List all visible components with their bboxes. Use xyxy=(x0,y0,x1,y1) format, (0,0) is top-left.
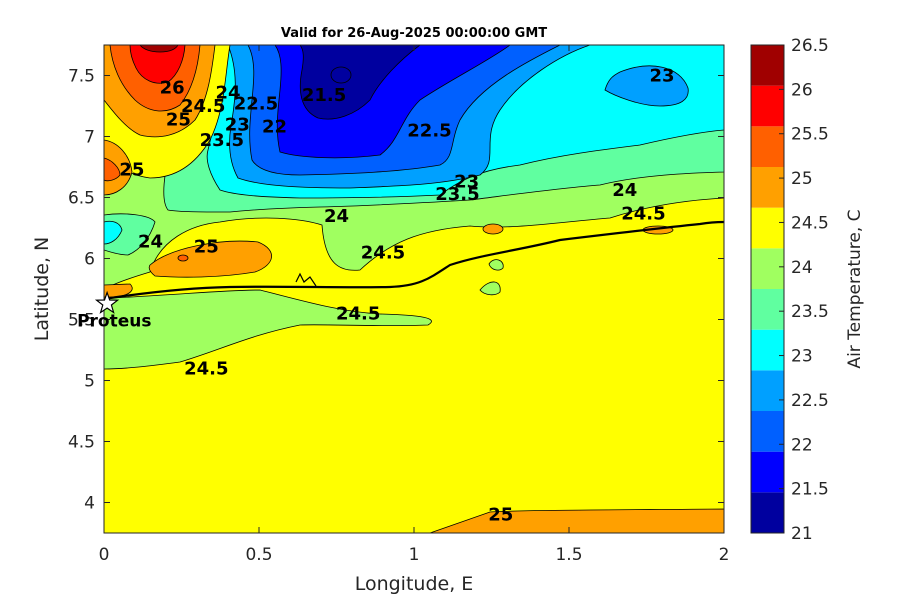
contour-label: 25 xyxy=(194,236,219,257)
x-tick-label: 1.5 xyxy=(555,545,582,565)
band-26-26.5-nw xyxy=(129,45,186,84)
contour-label: 26 xyxy=(160,78,185,99)
contour-label: 25 xyxy=(488,505,513,526)
x-axis: 0 0.5 1 1.5 2 xyxy=(99,45,730,565)
colorbar-tick-label: 24.5 xyxy=(791,213,829,233)
contour-label: 22 xyxy=(262,117,287,138)
band-25.5-26-w xyxy=(104,157,121,182)
contour-label: 24 xyxy=(612,180,637,201)
colorbar-tick-label: 24 xyxy=(791,258,813,278)
contour-label: 24.5 xyxy=(184,358,228,379)
colorbar-swatch xyxy=(751,451,784,493)
contour-label: 24 xyxy=(215,83,240,104)
y-axis-label: Latitude, N xyxy=(31,237,53,342)
contour-label: 24.5 xyxy=(336,303,380,324)
y-tick-label: 7 xyxy=(84,128,95,148)
contour-label: 24.5 xyxy=(621,203,665,224)
colorbar-swatch xyxy=(751,492,784,533)
colorbar-swatch xyxy=(751,85,784,127)
colorbar: 21 21.5 22 22.5 23 23.5 24 24.5 25 25.5 26 26.5 xyxy=(750,36,829,544)
contour-label: 23 xyxy=(225,114,250,135)
y-tick-label: 6.5 xyxy=(68,189,95,209)
colorbar-swatch xyxy=(751,248,784,289)
colorbar-tick-label: 21 xyxy=(791,524,813,544)
x-tick-label: 0 xyxy=(99,545,110,565)
colorbar-tick-label: 23.5 xyxy=(791,302,829,322)
colorbar-tick-label: 22 xyxy=(791,435,813,455)
colorbar-swatch xyxy=(751,329,784,371)
x-axis-label: Longitude, E xyxy=(355,573,474,595)
colorbar-swatch xyxy=(751,289,784,330)
contour-label: 25 xyxy=(119,159,144,180)
band-23-23.5-west xyxy=(104,220,123,245)
colorbar-swatch xyxy=(751,167,784,208)
colorbar-swatch xyxy=(751,45,784,86)
station-label: Proteus xyxy=(77,312,151,332)
contour-label: 24.5 xyxy=(181,96,225,117)
band-24-24.5-south xyxy=(104,289,432,370)
y-axis: 4 4.5 5 5.5 6 6.5 7 7.5 xyxy=(68,67,724,514)
y-tick-label: 4.5 xyxy=(68,433,95,453)
contour-label: 22.5 xyxy=(407,120,451,141)
minimum-ring xyxy=(330,66,352,84)
chart-title: Valid for 26-Aug-2025 00:00:00 GMT xyxy=(281,26,547,41)
coastline-detail xyxy=(295,272,317,287)
band-24-24.5-isle2 xyxy=(488,259,504,271)
colorbar-swatch xyxy=(751,126,784,167)
band-25-25.5-se xyxy=(429,508,724,533)
x-tick-label: 0.5 xyxy=(245,545,272,565)
band-22.5-23-east xyxy=(604,65,689,107)
band-25-25.5-w xyxy=(104,139,133,196)
contour-label: 23.5 xyxy=(435,184,479,205)
band-21-21.5 xyxy=(299,45,421,120)
x-tick-label: 1 xyxy=(409,545,420,565)
colorbar-frame xyxy=(750,44,785,534)
colorbar-tick-label: 21.5 xyxy=(791,480,829,500)
band-25-25.5-blob xyxy=(148,240,272,278)
contour-fill-layer xyxy=(104,45,724,533)
star-marker xyxy=(94,290,120,314)
y-tick-label: 6 xyxy=(84,250,95,270)
colorbar-swatch xyxy=(751,370,784,411)
band-25-isle-a xyxy=(482,223,504,235)
coastline xyxy=(104,220,724,301)
y-tick-label: 5.5 xyxy=(68,311,95,331)
x-tick-label: 2 xyxy=(719,545,730,565)
contour-label: 23.5 xyxy=(200,130,244,151)
colorbar-tick-label: 22.5 xyxy=(791,391,829,411)
y-tick-label: 5 xyxy=(84,372,95,392)
contour-label: 22.5 xyxy=(234,94,278,115)
y-tick-label: 4 xyxy=(84,494,95,514)
colorbar-tick-label: 25 xyxy=(791,169,813,189)
colorbar-tick-label: 23 xyxy=(791,347,813,367)
band-25.5-isle xyxy=(177,254,189,262)
colorbar-label: Air Temperature, C xyxy=(845,209,865,368)
contour-label: 24 xyxy=(324,206,349,227)
contour-label: 25 xyxy=(166,109,191,130)
contour-label: 23 xyxy=(649,66,674,87)
contour-label: 24.5 xyxy=(361,242,405,263)
colorbar-swatch xyxy=(751,411,784,452)
band-26.5-peak xyxy=(139,45,179,53)
y-tick-label: 7.5 xyxy=(68,67,95,87)
contour-label: 21.5 xyxy=(302,85,346,106)
colorbar-tick-label: 26.5 xyxy=(791,36,829,56)
colorbar-tick-label: 25.5 xyxy=(791,125,829,145)
contour-labels: 262524.52423.52322.52221.522.5232323.524… xyxy=(119,66,674,526)
contour-label: 24 xyxy=(138,231,163,252)
station-markers: Proteus xyxy=(77,290,152,332)
colorbar-tick-label: 26 xyxy=(791,80,813,100)
band-24-24.5-isle xyxy=(479,281,501,296)
colorbar-swatch xyxy=(751,207,784,249)
contour-label: 23 xyxy=(454,172,479,193)
